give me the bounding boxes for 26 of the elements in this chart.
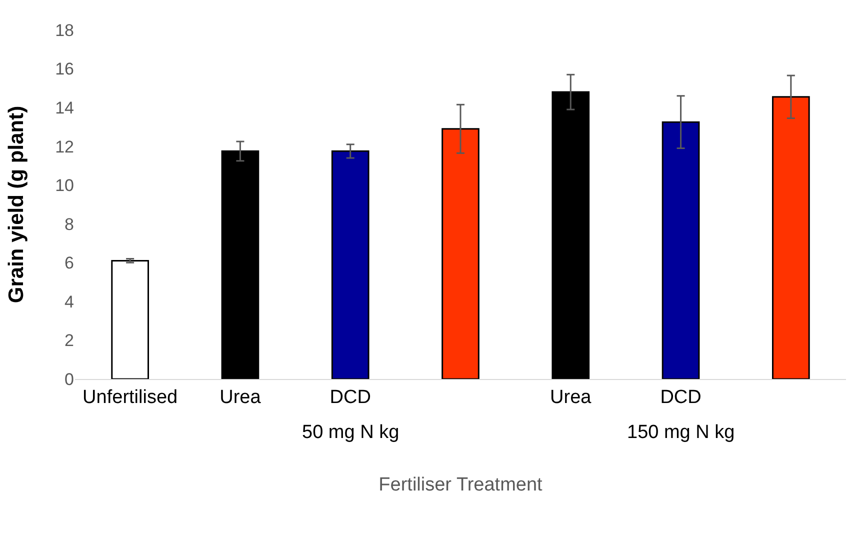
x-tick-label: Urea: [220, 386, 262, 408]
bar: [331, 150, 370, 379]
y-tick-label: 10: [55, 176, 74, 196]
y-tick-label: 2: [64, 331, 74, 350]
x-tick-label: Urea: [550, 386, 592, 408]
y-tick-label: 6: [64, 254, 74, 273]
text: 150 mg N kg: [627, 422, 735, 443]
y-tick-label: 16: [55, 60, 74, 79]
x-axis-title: Fertiliser Treatment: [378, 474, 544, 496]
y-tick-label: 0: [64, 370, 74, 389]
bar: [552, 91, 590, 379]
bar: [772, 96, 810, 379]
y-tick-label: 18: [55, 20, 74, 40]
x-tick-label: DCD: [660, 386, 702, 408]
y-tick-label: 4: [64, 292, 74, 312]
bar: [442, 128, 480, 379]
bar: [221, 150, 260, 379]
y-tick-label: 14: [55, 98, 74, 118]
x-tick-label: Unfertilised: [82, 386, 178, 408]
y-tick-label: 8: [64, 214, 74, 234]
x-tick-label: DCD: [330, 386, 371, 408]
y-tick-label: 12: [55, 137, 74, 156]
text: 50 mg N kg: [302, 422, 400, 443]
bar: [662, 121, 700, 379]
bar: [111, 260, 149, 379]
y-axis-title: Grain yield (g plant): [5, 106, 28, 304]
